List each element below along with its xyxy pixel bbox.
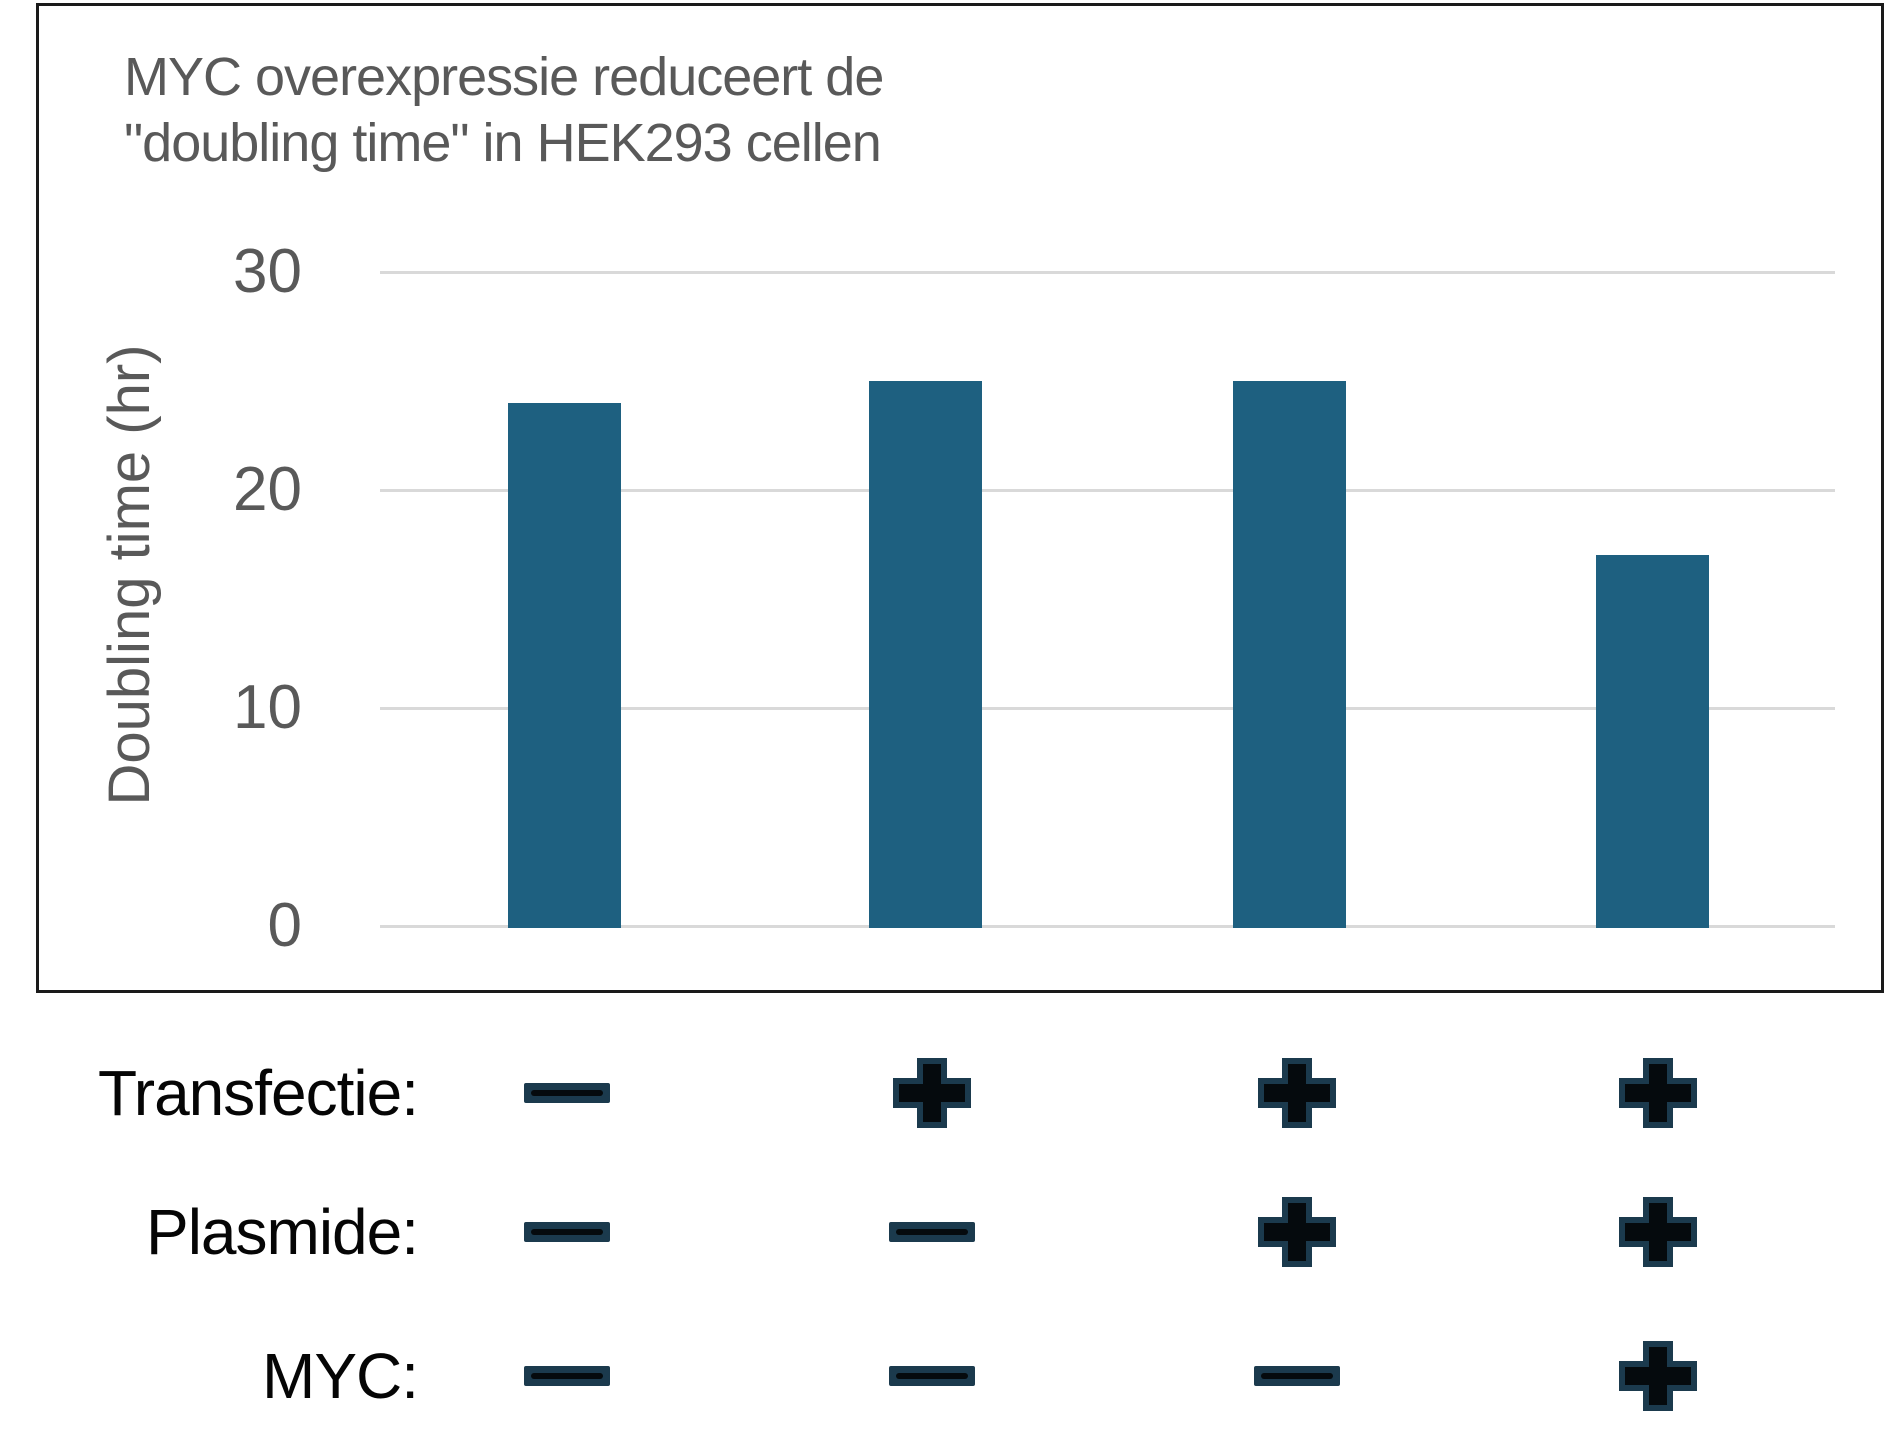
chart-title-line-2: "doubling time" in HEK293 cellen: [124, 113, 882, 173]
y-tick-label: 10: [233, 673, 302, 742]
y-axis-label: Doubling time (hr): [97, 344, 162, 806]
condition-plus-r2c4: [1608, 1192, 1708, 1272]
matrix-row-label-myc: MYC:: [262, 1340, 419, 1412]
plus-icon: [893, 1058, 971, 1128]
condition-minus-r3c1: [517, 1336, 617, 1416]
gridline-y30: [380, 271, 1835, 274]
gridline-y20: [380, 489, 1835, 492]
plus-icon: [1619, 1341, 1697, 1411]
plus-icon: [1258, 1058, 1336, 1128]
gridline-y10: [380, 707, 1835, 710]
plus-icon: [1619, 1197, 1697, 1267]
bar-4: [1595, 555, 1709, 928]
condition-minus-r3c2: [882, 1336, 982, 1416]
condition-minus-r2c1: [517, 1192, 617, 1272]
minus-icon: [1254, 1366, 1340, 1386]
bar-2: [868, 381, 982, 928]
condition-minus-r1c1: [517, 1053, 617, 1133]
plus-icon: [1619, 1058, 1697, 1128]
condition-plus-r3c4: [1608, 1336, 1708, 1416]
gridline-y0: [380, 925, 1835, 928]
matrix-row-label-plasmide: Plasmide:: [146, 1196, 419, 1268]
condition-plus-r1c3: [1247, 1053, 1347, 1133]
matrix-row-label-transfectie: Transfectie:: [98, 1057, 419, 1129]
y-tick-label: 0: [267, 891, 302, 960]
minus-icon: [889, 1222, 975, 1242]
y-tick-label: 30: [233, 237, 302, 306]
plus-icon: [1258, 1197, 1336, 1267]
condition-plus-r1c2: [882, 1053, 982, 1133]
condition-plus-r2c3: [1247, 1192, 1347, 1272]
minus-icon: [524, 1366, 610, 1386]
condition-minus-r2c2: [882, 1192, 982, 1272]
minus-icon: [524, 1083, 610, 1103]
y-tick-label: 20: [233, 455, 302, 524]
bar-1: [507, 402, 621, 928]
chart-title-line-1: MYC overexpressie reduceert de: [124, 47, 884, 107]
condition-plus-r1c4: [1608, 1053, 1708, 1133]
condition-minus-r3c3: [1247, 1336, 1347, 1416]
bar-3: [1232, 381, 1346, 928]
chart-title: MYC overexpressie reduceert de "doubling …: [124, 44, 884, 176]
minus-icon: [889, 1366, 975, 1386]
minus-icon: [524, 1222, 610, 1242]
